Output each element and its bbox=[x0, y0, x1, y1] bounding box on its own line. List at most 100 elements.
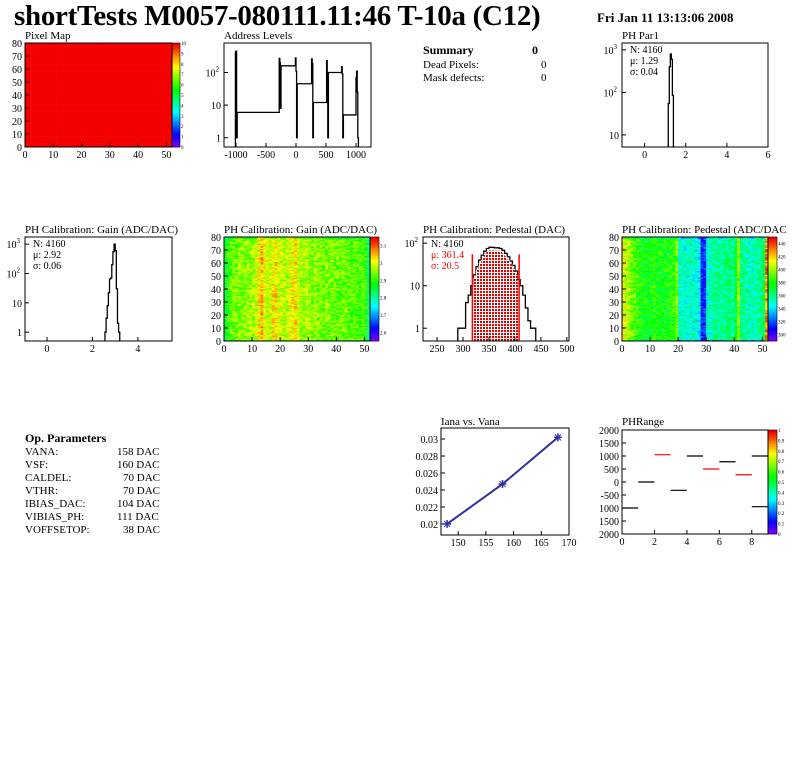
heatmap-cell bbox=[95, 78, 99, 80]
heatmap-cell bbox=[64, 66, 68, 68]
heatmap-cell bbox=[78, 96, 82, 98]
heatmap-cell bbox=[132, 130, 136, 132]
heatmap-cell bbox=[135, 88, 139, 91]
heatmap-cell bbox=[95, 88, 99, 91]
heatmap-cell bbox=[140, 63, 145, 66]
heatmap-cell bbox=[226, 317, 230, 320]
heatmap-cell bbox=[78, 85, 82, 88]
heatmap-cell bbox=[112, 98, 116, 101]
heatmap-cell bbox=[84, 96, 88, 98]
heatmap-cell bbox=[101, 139, 105, 141]
heatmap-cell bbox=[56, 57, 60, 59]
heatmap-cell bbox=[146, 117, 150, 119]
summary-title: Summary bbox=[423, 43, 474, 57]
heatmap-cell bbox=[118, 63, 122, 66]
heatmap-cell bbox=[235, 278, 239, 281]
heatmap-cell bbox=[106, 119, 111, 122]
heatmap-cell bbox=[106, 88, 111, 91]
heatmap-cell bbox=[132, 54, 136, 57]
heatmap-cell bbox=[224, 318, 228, 321]
heatmap-cell bbox=[67, 140, 71, 143]
heatmap-cell bbox=[109, 61, 113, 63]
heatmap-cell bbox=[101, 110, 105, 113]
heatmap-cell bbox=[155, 132, 159, 135]
heatmap-cell bbox=[70, 65, 74, 67]
heatmap-cell bbox=[30, 119, 34, 122]
heatmap-cell bbox=[33, 67, 37, 70]
heatmap-cell bbox=[70, 111, 74, 114]
heatmap-cell bbox=[157, 72, 161, 75]
heatmap-cell bbox=[229, 270, 233, 273]
heatmap-cell bbox=[235, 294, 239, 296]
heatmap-cell bbox=[121, 134, 125, 136]
heatmap-cell bbox=[132, 137, 136, 140]
heatmap-cell bbox=[123, 115, 128, 118]
heatmap-cell bbox=[50, 110, 54, 113]
heatmap-cell bbox=[121, 119, 125, 122]
heatmap-cell bbox=[118, 71, 122, 74]
heatmap-cell bbox=[118, 50, 122, 53]
heatmap-cell bbox=[44, 80, 48, 83]
heatmap-cell bbox=[84, 118, 88, 120]
heatmap-cell bbox=[44, 140, 48, 143]
heatmap-cell bbox=[70, 134, 74, 136]
heatmap-cell bbox=[87, 80, 91, 83]
heatmap-cell bbox=[226, 337, 230, 339]
heatmap-cell bbox=[115, 128, 119, 131]
heatmap-cell bbox=[98, 136, 102, 139]
heatmap-cell bbox=[106, 44, 111, 46]
heatmap-cell bbox=[155, 131, 159, 133]
heatmap-cell bbox=[240, 305, 244, 308]
histogram-bin bbox=[342, 74, 343, 147]
heatmap-cell bbox=[27, 75, 31, 78]
heatmap-cell bbox=[106, 114, 111, 117]
heatmap-cell bbox=[64, 134, 68, 136]
heatmap-cell bbox=[155, 144, 159, 146]
heatmap-cell bbox=[50, 101, 54, 104]
heatmap-cell bbox=[53, 50, 57, 53]
heatmap-cell bbox=[70, 105, 74, 107]
heatmap-cell bbox=[169, 92, 173, 94]
heatmap-cell bbox=[101, 61, 105, 63]
heatmap-cell bbox=[78, 122, 82, 124]
heatmap-cell bbox=[25, 46, 29, 49]
heatmap-cell bbox=[47, 69, 51, 71]
heatmap-cell bbox=[70, 78, 74, 80]
heatmap-cell bbox=[87, 114, 91, 117]
heatmap-cell bbox=[104, 118, 108, 120]
heatmap-cell bbox=[25, 98, 29, 101]
heatmap-cell bbox=[104, 87, 108, 89]
heatmap-cell bbox=[39, 84, 43, 87]
heatmap-cell bbox=[44, 54, 48, 57]
heatmap-cell bbox=[44, 131, 48, 133]
heatmap-cell bbox=[50, 63, 54, 66]
heatmap-cell bbox=[90, 82, 94, 84]
heatmap-cell bbox=[87, 88, 91, 91]
colorbar-cell bbox=[172, 142, 180, 146]
heatmap-cell bbox=[115, 143, 119, 145]
heatmap-cell bbox=[152, 71, 156, 74]
heatmap-cell bbox=[121, 105, 125, 107]
heatmap-cell bbox=[155, 93, 159, 96]
heatmap-cell bbox=[109, 136, 113, 139]
heatmap-cell bbox=[87, 65, 91, 67]
heatmap-cell bbox=[95, 101, 99, 104]
heatmap-cell bbox=[95, 115, 99, 118]
heatmap-cell bbox=[121, 127, 125, 130]
heatmap-cell bbox=[166, 100, 170, 102]
heatmap-cell bbox=[75, 82, 80, 84]
heatmap-cell bbox=[118, 131, 122, 133]
heatmap-cell bbox=[132, 72, 136, 75]
heatmap-cell bbox=[41, 136, 46, 139]
heatmap-cell bbox=[81, 70, 85, 72]
heatmap-cell bbox=[123, 101, 128, 104]
heatmap-cell bbox=[166, 56, 170, 58]
heatmap-cell bbox=[109, 65, 113, 67]
heatmap-cell bbox=[123, 56, 128, 58]
heatmap-cell bbox=[25, 50, 29, 53]
heatmap-cell bbox=[160, 91, 164, 93]
heatmap-cell bbox=[157, 50, 161, 53]
heatmap-cell bbox=[121, 69, 125, 71]
heatmap-cell bbox=[95, 100, 99, 102]
heatmap-cell bbox=[56, 104, 60, 106]
